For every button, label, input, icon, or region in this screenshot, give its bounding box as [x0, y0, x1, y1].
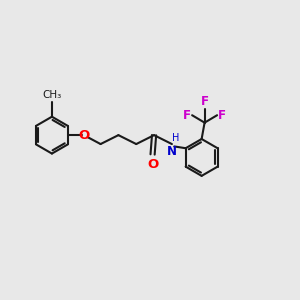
Text: N: N: [167, 145, 177, 158]
Text: F: F: [183, 109, 191, 122]
Text: O: O: [147, 158, 158, 171]
Text: O: O: [79, 129, 90, 142]
Text: CH₃: CH₃: [42, 90, 62, 100]
Text: H: H: [172, 133, 180, 142]
Text: F: F: [218, 109, 226, 122]
Text: F: F: [201, 95, 208, 108]
